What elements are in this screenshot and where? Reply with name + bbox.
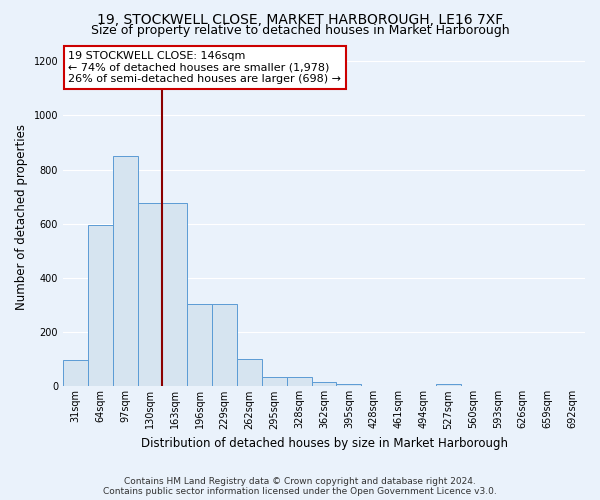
Bar	[337, 384, 361, 386]
Bar	[163, 202, 187, 386]
Bar	[212, 304, 237, 386]
Bar	[113, 156, 137, 386]
Bar	[88, 224, 113, 386]
Bar	[311, 382, 337, 386]
Bar	[237, 360, 262, 386]
Bar	[137, 202, 163, 386]
X-axis label: Distribution of detached houses by size in Market Harborough: Distribution of detached houses by size …	[140, 437, 508, 450]
Text: Size of property relative to detached houses in Market Harborough: Size of property relative to detached ho…	[91, 24, 509, 37]
Text: 19, STOCKWELL CLOSE, MARKET HARBOROUGH, LE16 7XF: 19, STOCKWELL CLOSE, MARKET HARBOROUGH, …	[97, 12, 503, 26]
Bar	[262, 378, 287, 386]
Text: Contains HM Land Registry data © Crown copyright and database right 2024.
Contai: Contains HM Land Registry data © Crown c…	[103, 476, 497, 496]
Bar	[187, 304, 212, 386]
Bar	[287, 378, 311, 386]
Bar	[63, 360, 88, 386]
Bar	[436, 384, 461, 386]
Text: 19 STOCKWELL CLOSE: 146sqm
← 74% of detached houses are smaller (1,978)
26% of s: 19 STOCKWELL CLOSE: 146sqm ← 74% of deta…	[68, 51, 341, 84]
Y-axis label: Number of detached properties: Number of detached properties	[15, 124, 28, 310]
